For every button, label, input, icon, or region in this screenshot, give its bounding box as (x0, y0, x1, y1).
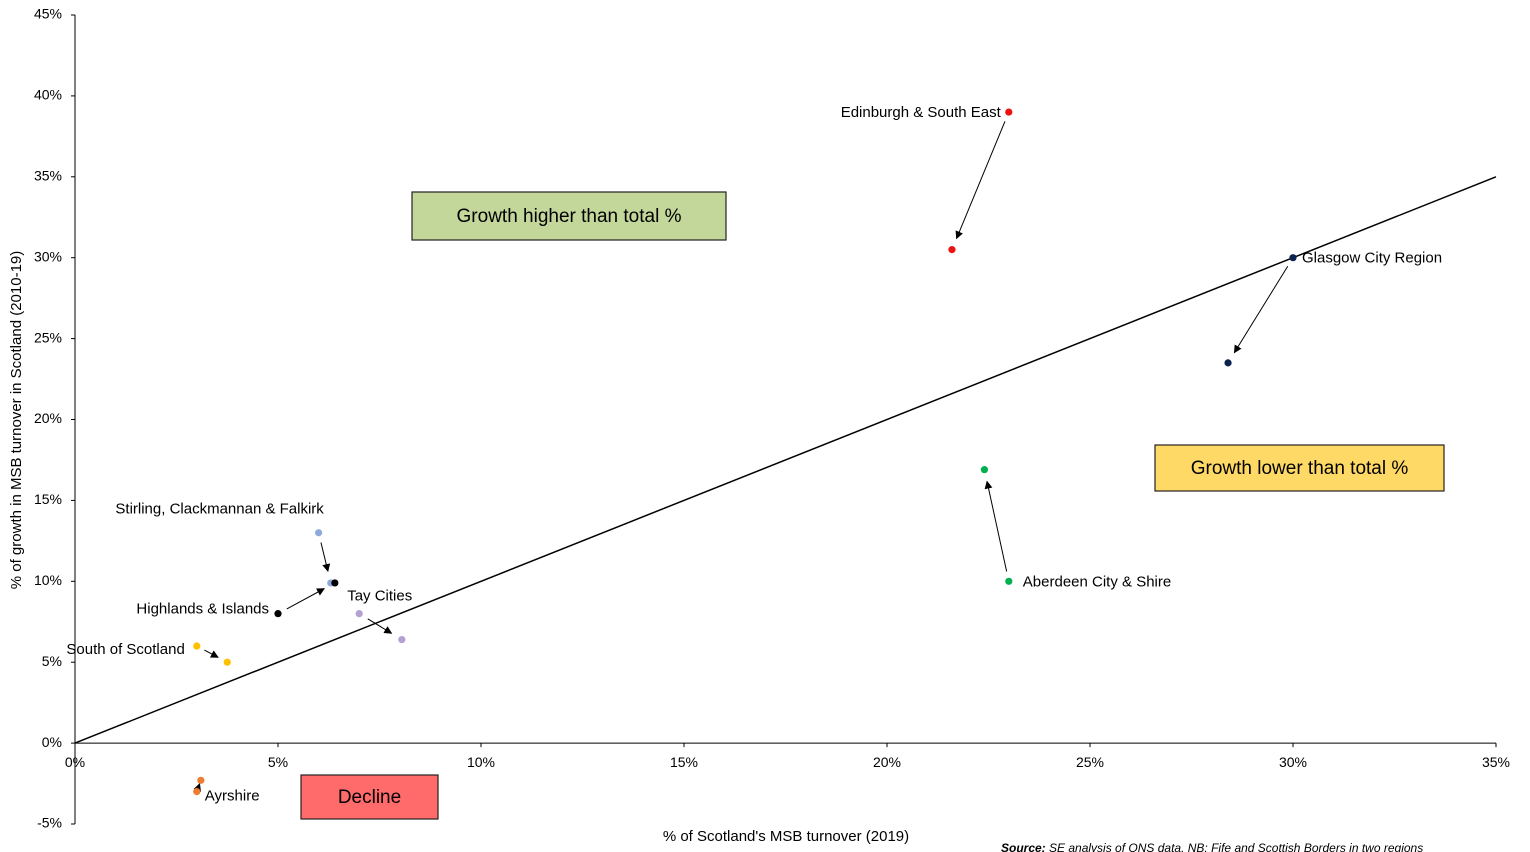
annotation-text: Growth lower than total % (1191, 458, 1409, 479)
x-tick-label: 35% (1482, 754, 1510, 770)
point-label: Edinburgh & South East (841, 104, 1002, 121)
point-label: Aberdeen City & Shire (1023, 573, 1171, 590)
point (193, 788, 201, 796)
point (1005, 108, 1013, 116)
x-tick-label: 15% (670, 754, 698, 770)
y-tick-label: 5% (42, 653, 62, 669)
x-tick-label: 25% (1076, 754, 1104, 770)
y-tick-label: -5% (37, 815, 62, 831)
annotation-box (1154, 444, 1445, 492)
point-label: Highlands & Islands (136, 601, 269, 618)
annotation-box (300, 774, 439, 820)
y-tick-label: 20% (34, 410, 62, 426)
arrow (367, 618, 393, 634)
point (331, 579, 339, 587)
source-text: SE analysis of ONS data. NB: Fife and Sc… (1049, 841, 1423, 852)
source-label: Source: (1001, 841, 1046, 852)
y-tick-label: 45% (34, 6, 62, 22)
y-axis-label: % of growth in MSB turnover in Scotland … (8, 251, 25, 590)
x-axis-label: % of Scotland's MSB turnover (2019) (663, 828, 909, 845)
annotation-box (411, 191, 727, 241)
point (1224, 359, 1232, 367)
arrow (286, 588, 325, 610)
arrow (955, 121, 1006, 240)
x-tick-label: 0% (65, 754, 85, 770)
arrow (984, 480, 1008, 572)
point (398, 635, 406, 644)
point (1005, 577, 1013, 585)
x-tick-label: 10% (467, 754, 495, 770)
x-tick-label: 5% (268, 754, 288, 770)
source: Source: SE analysis of ONS data. NB: Fif… (1001, 841, 1423, 852)
point (980, 466, 989, 474)
y-tick-label: 30% (34, 248, 62, 264)
annotation-text: Decline (338, 787, 401, 808)
reference-line (74, 176, 1497, 744)
y-tick-label: 10% (34, 572, 62, 588)
point-label: Glasgow City Region (1302, 250, 1442, 267)
y-tick-label: 0% (42, 734, 62, 750)
x-tick-label: 30% (1279, 754, 1307, 770)
arrow (1233, 265, 1289, 354)
point (197, 776, 205, 784)
point-label: South of Scotland (66, 641, 184, 658)
arrow (193, 782, 201, 792)
y-tick-label: 15% (34, 491, 62, 507)
y-tick-label: 40% (34, 87, 62, 103)
point (355, 610, 363, 618)
point (223, 658, 231, 666)
x-tick-label: 20% (873, 754, 901, 770)
arrow (320, 542, 331, 573)
point (193, 642, 201, 650)
point-label: Ayrshire (205, 788, 260, 805)
point-label: Stirling, Clackmannan & Falkirk (115, 501, 324, 518)
point (948, 246, 956, 254)
arrow (204, 649, 219, 658)
point (274, 610, 282, 618)
point (315, 529, 323, 537)
y-tick-label: 35% (34, 168, 62, 184)
y-tick-label: 25% (34, 329, 62, 345)
point-label: Tay Cities (347, 588, 412, 605)
point (1289, 254, 1297, 262)
annotation-text: Growth higher than total % (457, 206, 682, 227)
